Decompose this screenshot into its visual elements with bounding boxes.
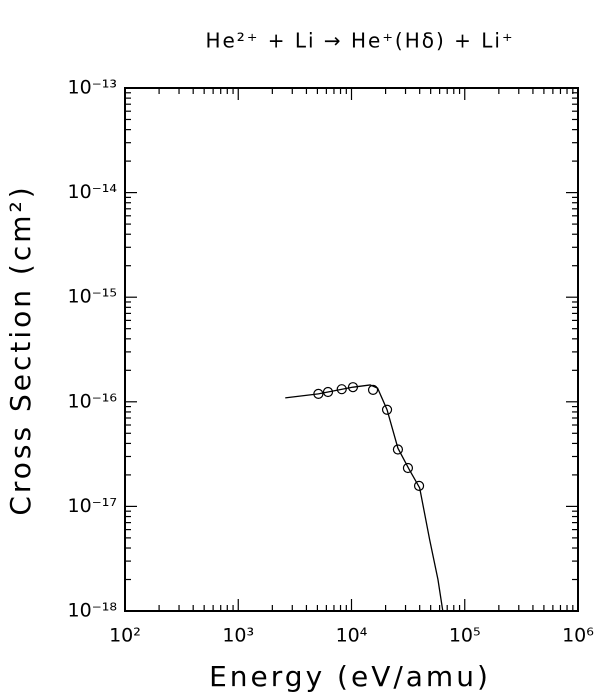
data-point	[367, 384, 379, 395]
x-axis-label: Energy (eV/amu)	[209, 660, 491, 693]
x-tick-label: 10⁴	[336, 625, 368, 647]
data-point	[381, 404, 393, 415]
plot-frame	[124, 87, 579, 612]
x-tick-label: 10³	[222, 625, 254, 647]
x-tick-label: 10⁵	[449, 625, 481, 647]
data-point	[322, 386, 334, 398]
y-axis-label: Cross Section (cm²)	[4, 184, 37, 515]
data-line	[285, 384, 444, 612]
data-point	[336, 384, 347, 395]
y-tick-label: 10⁻¹⁴	[68, 181, 118, 203]
y-tick-label: 10⁻¹⁷	[68, 495, 117, 517]
y-tick-label: 10⁻¹⁵	[68, 286, 117, 308]
x-tick-label: 10²	[109, 625, 141, 647]
data-point	[413, 480, 425, 492]
y-tick-label: 10⁻¹⁶	[68, 390, 117, 412]
chart-title: He²⁺ + Li → He⁺(Hδ) + Li⁺	[205, 29, 514, 53]
y-tick-label: 10⁻¹³	[68, 77, 117, 99]
data-point	[392, 444, 404, 455]
data-point	[402, 462, 414, 474]
x-tick-label: 10⁶	[562, 625, 594, 647]
y-tick-label: 10⁻¹⁸	[68, 600, 117, 622]
